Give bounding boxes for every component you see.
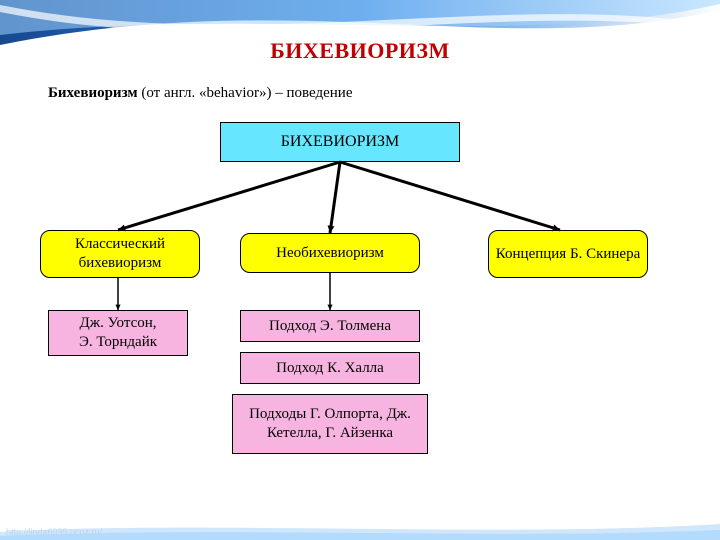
branch-skinner: Концепция Б. Скинера: [488, 230, 648, 278]
branch-classic: Классический бихевиоризм: [40, 230, 200, 278]
leaf-tolman: Подход Э. Толмена: [240, 310, 420, 342]
leaf-label: Подходы Г. Олпорта, Дж. Кетелла, Г. Айзе…: [239, 405, 421, 443]
branch-neo: Необихевиоризм: [240, 233, 420, 273]
slide-title: БИХЕВИОРИЗМ: [0, 38, 720, 64]
subtitle: Бихевиоризм (от англ. «behavior») – пове…: [48, 85, 352, 102]
leaf-label: Дж. Уотсон, Э. Торндайк: [55, 314, 181, 352]
root-node: БИХЕВИОРИЗМ: [220, 122, 460, 162]
subtitle-rest: (от англ. «behavior») – поведение: [138, 85, 353, 101]
branch-label: Концепция Б. Скинера: [496, 245, 640, 264]
subtitle-term: Бихевиоризм: [48, 85, 138, 101]
leaf-hull: Подход К. Халла: [240, 352, 420, 384]
root-label: БИХЕВИОРИЗМ: [281, 132, 400, 152]
footer-url: http://linda6035.ucoz.ru/: [6, 527, 102, 537]
leaf-watson: Дж. Уотсон, Э. Торндайк: [48, 310, 188, 356]
leaf-allport: Подходы Г. Олпорта, Дж. Кетелла, Г. Айзе…: [232, 394, 428, 454]
branch-label: Необихевиоризм: [276, 244, 384, 263]
leaf-label: Подход Э. Толмена: [269, 317, 391, 336]
leaf-label: Подход К. Халла: [276, 359, 384, 378]
branch-label: Классический бихевиоризм: [47, 235, 193, 273]
footer-wave: [0, 518, 720, 540]
